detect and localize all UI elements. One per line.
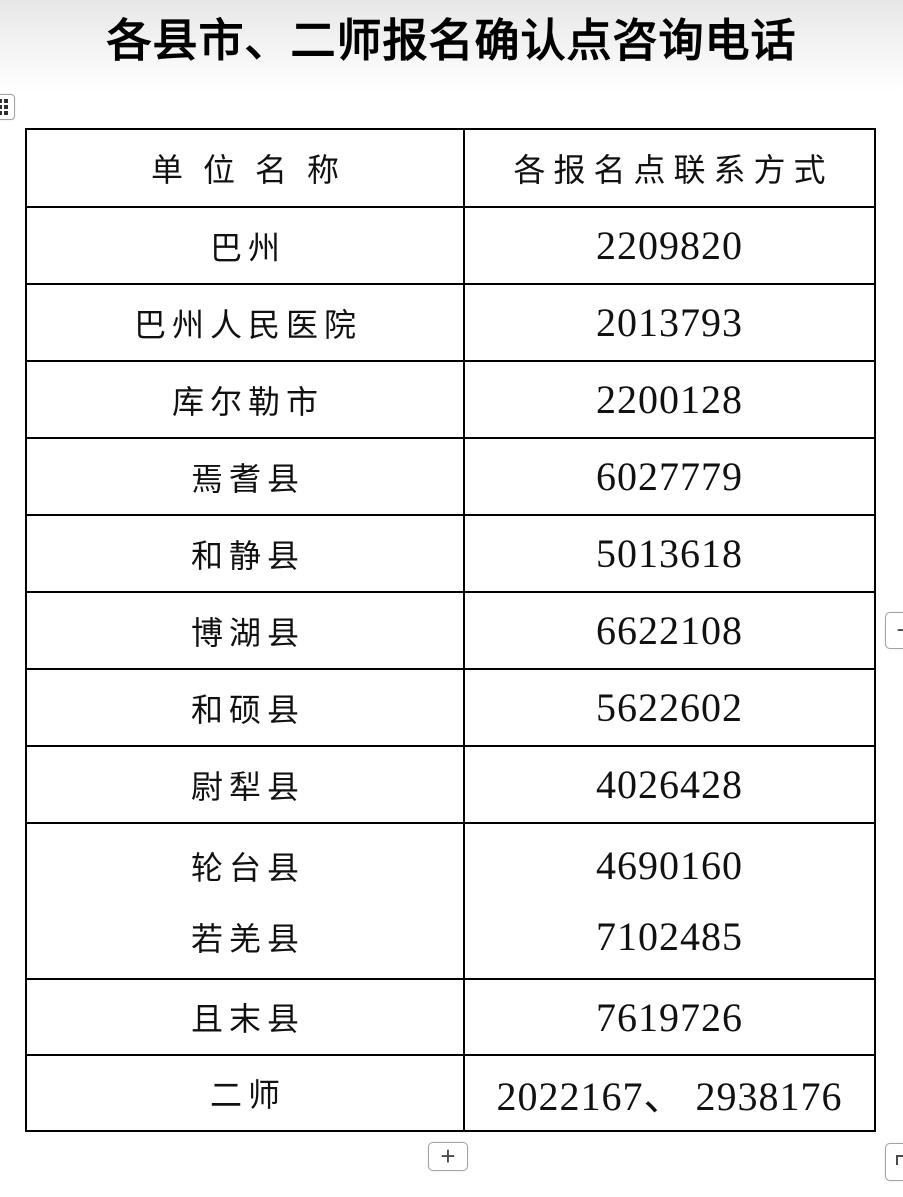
table-row: 二师 2022167、 2938176: [27, 1056, 874, 1130]
table-row: 巴州人民医院 2013793: [27, 285, 874, 362]
table-row: 库尔勒市 2200128: [27, 362, 874, 439]
unit-name: 且末县: [190, 1000, 305, 1038]
unit-cell[interactable]: 尉犁县: [27, 747, 465, 822]
phone-cell[interactable]: 4026428: [465, 747, 874, 822]
table-row: 和静县 5013618: [27, 516, 874, 593]
unit-name: 巴州人民医院: [133, 305, 362, 344]
phone-number: 2200128: [596, 377, 743, 422]
unit-cell[interactable]: 且末县: [27, 980, 465, 1054]
unit-name: 尉犁县: [190, 767, 305, 806]
table-select-handle[interactable]: [0, 94, 15, 120]
unit-cell[interactable]: 博湖县: [27, 593, 465, 668]
unit-name: 焉耆县: [190, 459, 305, 498]
header-cell-contact[interactable]: 各报名点联系方式: [465, 130, 874, 206]
table-resize-handle[interactable]: [885, 1143, 903, 1181]
phone-table: 单位名称 各报名点联系方式 巴州 2209820 巴州人民医院 2013793 …: [25, 128, 876, 1132]
phone-number: 7619726: [596, 994, 743, 1040]
phone-number: 4026428: [596, 762, 743, 807]
phone-number: 2209820: [596, 223, 743, 268]
unit-cell[interactable]: 巴州: [27, 208, 465, 283]
page-title[interactable]: 各县市、二师报名确认点咨询电话: [106, 14, 797, 67]
unit-name: 轮台县: [190, 848, 305, 887]
phone-cell[interactable]: 5622602: [465, 670, 874, 745]
header-cell-unit[interactable]: 单位名称: [27, 130, 465, 206]
header-contact-label: 各报名点联系方式: [513, 151, 834, 189]
unit-name: 和静县: [190, 536, 305, 575]
phone-number: 2022167、 2938176: [496, 1074, 843, 1119]
phone-number: 6027779: [596, 454, 743, 499]
unit-name: 和硕县: [190, 690, 305, 729]
phone-number: 6622108: [596, 608, 743, 653]
unit-name: 博湖县: [190, 613, 305, 652]
phone-number: 4690160: [596, 843, 743, 888]
unit-name: 若羌县: [190, 919, 305, 958]
plus-icon: +: [896, 617, 903, 643]
resize-corner-icon: [896, 1155, 903, 1169]
phone-cell[interactable]: 2013793: [465, 285, 874, 360]
unit-name: 库尔勒市: [171, 382, 324, 421]
table-row: 且末县 7619726: [27, 980, 874, 1056]
table-row-merged: 轮台县 若羌县 4690160 7102485: [27, 824, 874, 980]
unit-cell[interactable]: 轮台县 若羌县: [27, 824, 465, 978]
phone-number: 7102485: [596, 914, 743, 959]
unit-cell[interactable]: 巴州人民医院: [27, 285, 465, 360]
unit-cell[interactable]: 库尔勒市: [27, 362, 465, 437]
phone-number: 2013793: [596, 300, 743, 345]
table-header-row: 单位名称 各报名点联系方式: [27, 130, 874, 208]
phone-cell[interactable]: 6622108: [465, 593, 874, 668]
table-row: 尉犁县 4026428: [27, 747, 874, 824]
phone-cell[interactable]: 2209820: [465, 208, 874, 283]
unit-name: 巴州: [209, 228, 286, 267]
phone-number: 5622602: [596, 685, 743, 730]
add-column-button[interactable]: +: [885, 612, 903, 649]
header-unit-label: 单位名称: [150, 151, 359, 189]
unit-cell[interactable]: 和静县: [27, 516, 465, 591]
add-row-button[interactable]: +: [428, 1142, 468, 1171]
phone-cell[interactable]: 2022167、 2938176: [465, 1056, 874, 1130]
table-row: 博湖县 6622108: [27, 593, 874, 670]
phone-cell[interactable]: 2200128: [465, 362, 874, 437]
drag-dots-icon: [0, 99, 8, 115]
phone-cell[interactable]: 4690160 7102485: [465, 824, 874, 978]
plus-icon: +: [440, 1140, 456, 1171]
unit-name: 二师: [209, 1076, 286, 1114]
phone-cell[interactable]: 5013618: [465, 516, 874, 591]
unit-cell[interactable]: 和硕县: [27, 670, 465, 745]
phone-cell[interactable]: 7619726: [465, 980, 874, 1054]
table-row: 巴州 2209820: [27, 208, 874, 285]
phone-cell[interactable]: 6027779: [465, 439, 874, 514]
table-row: 焉耆县 6027779: [27, 439, 874, 516]
unit-cell[interactable]: 二师: [27, 1056, 465, 1130]
table-row: 和硕县 5622602: [27, 670, 874, 747]
unit-cell[interactable]: 焉耆县: [27, 439, 465, 514]
phone-number: 5013618: [596, 531, 743, 576]
